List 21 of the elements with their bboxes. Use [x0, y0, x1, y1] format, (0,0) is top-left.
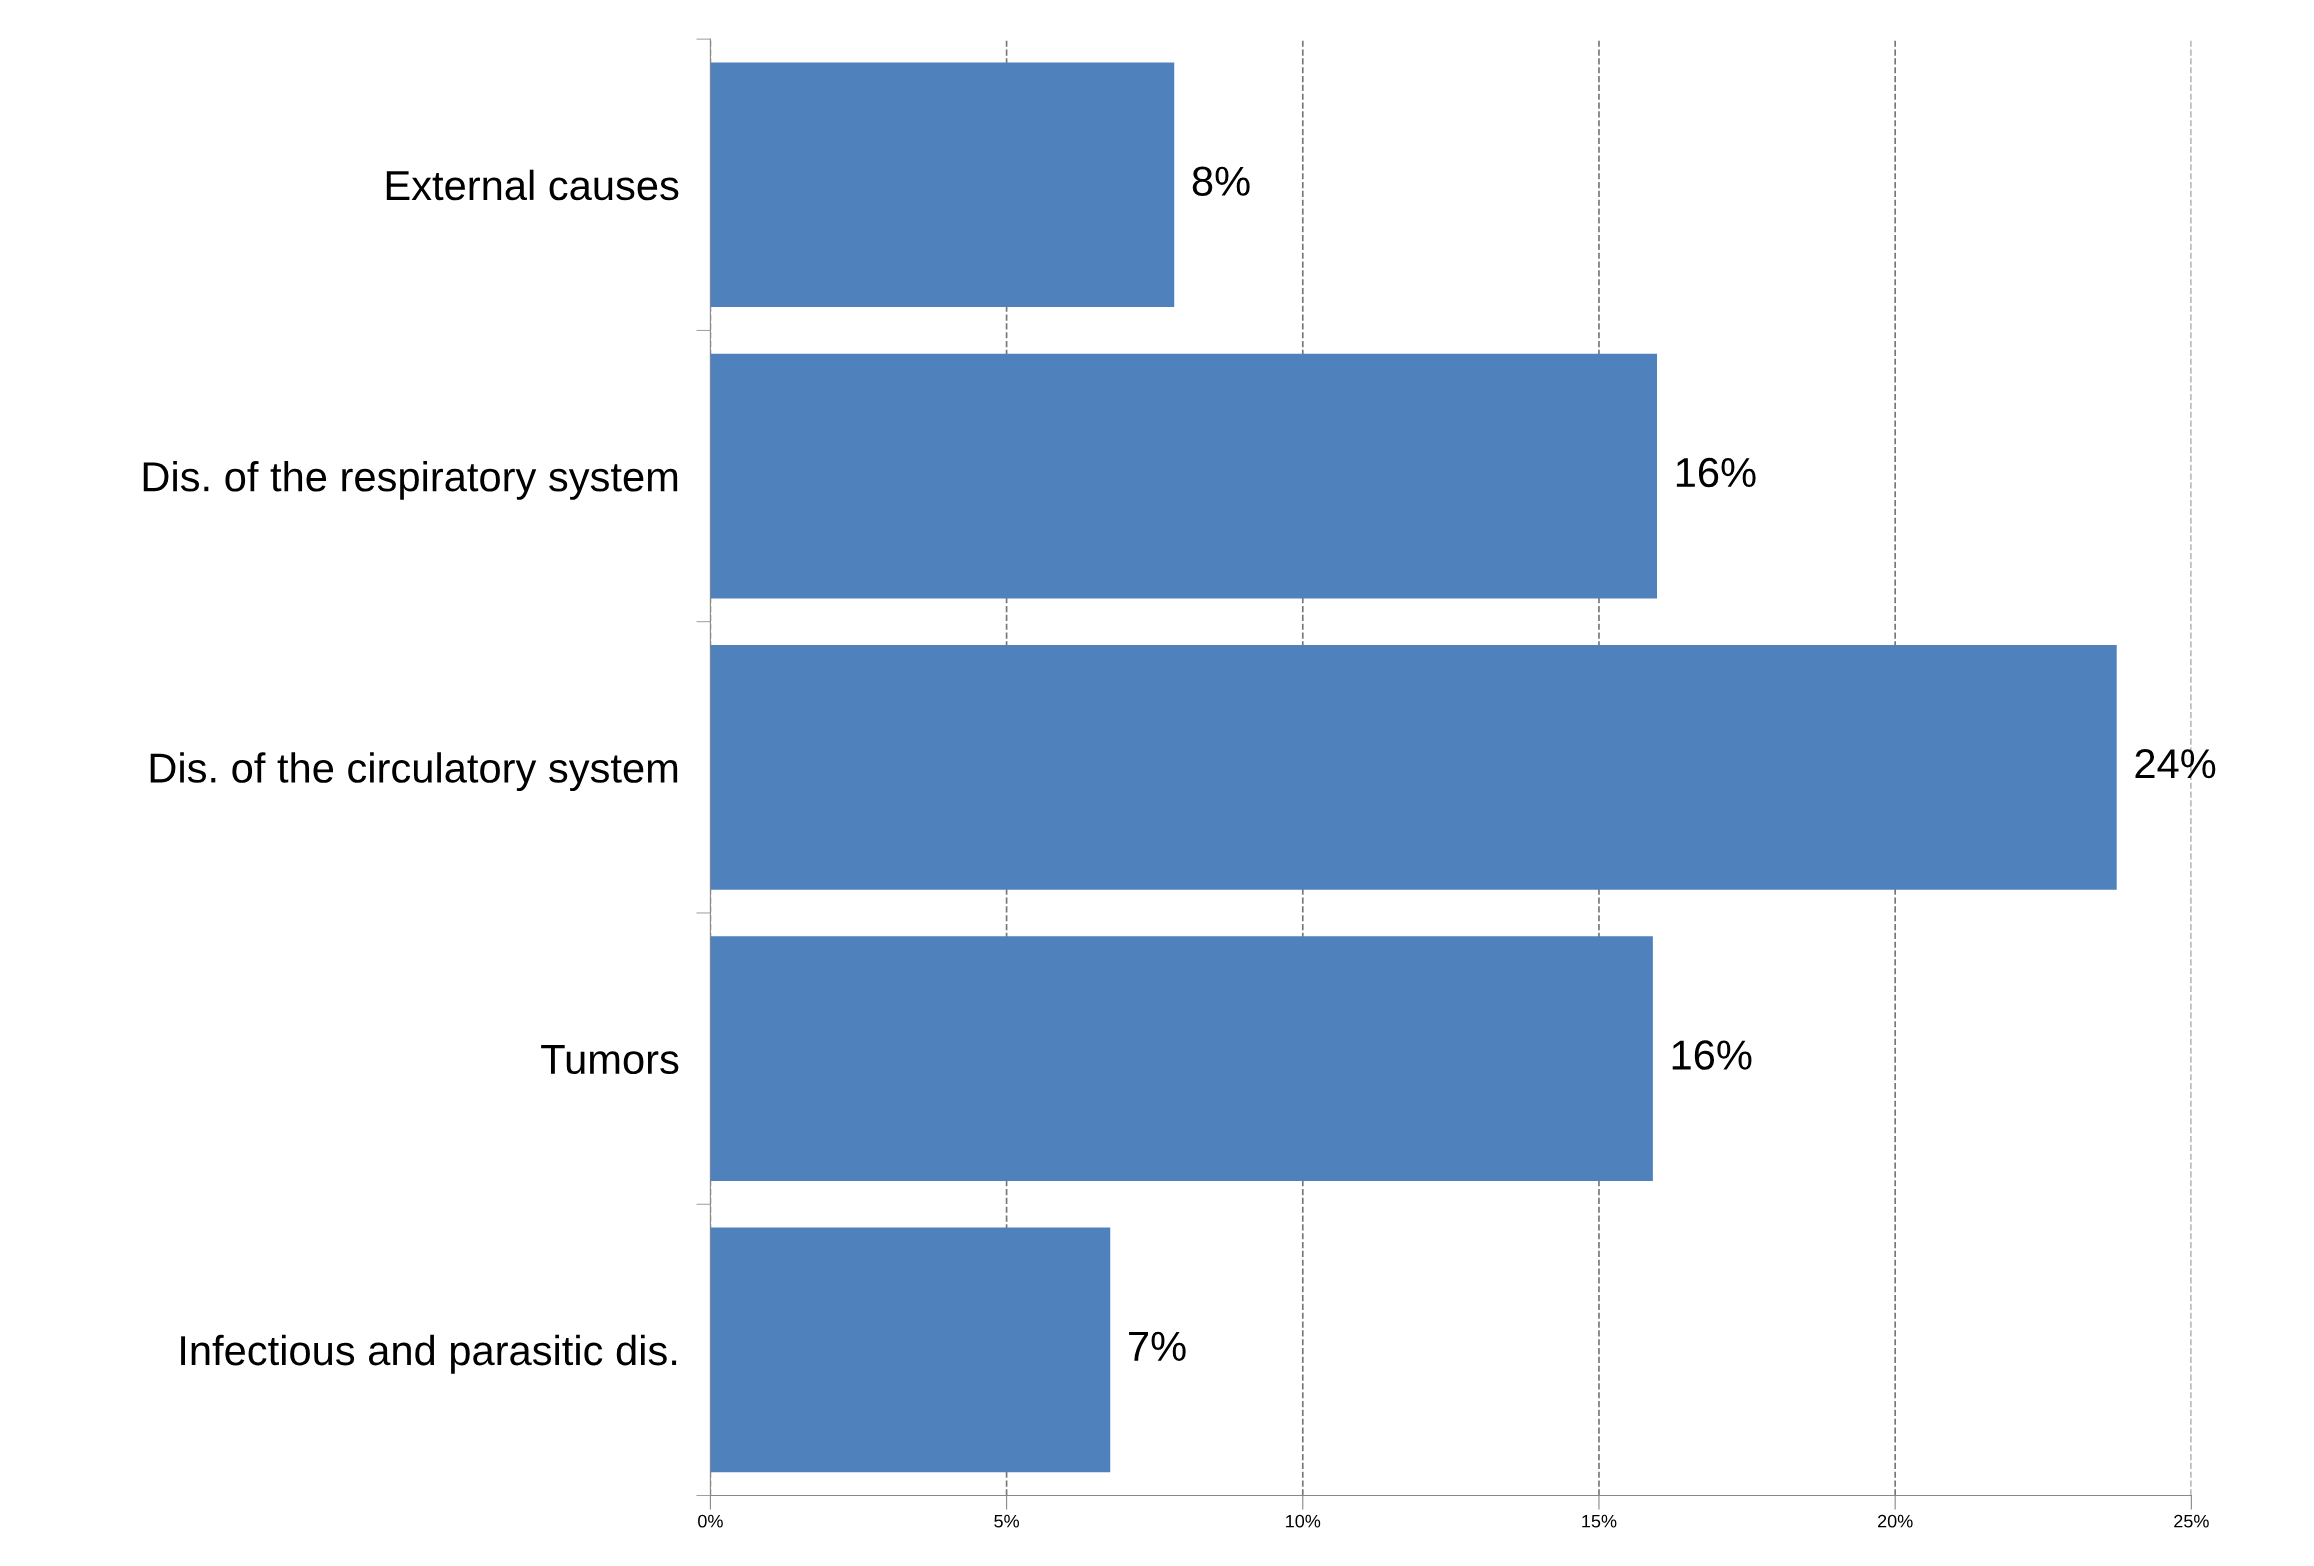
x-tick-label: 25%	[2174, 1514, 2209, 1528]
data-label: 7%	[1129, 1331, 1186, 1361]
x-tick-label: 15%	[1582, 1514, 1617, 1528]
x-tick-label: 5%	[994, 1514, 1019, 1528]
bar	[710, 936, 1653, 1181]
bar	[710, 1227, 1111, 1473]
y-tick-label: Tumors	[541, 1045, 679, 1075]
y-tick-label: Infectious and parasitic dis.	[181, 1334, 677, 1374]
bar	[710, 62, 1175, 308]
data-label: 16%	[1672, 1040, 1752, 1070]
y-tick-label: Dis. of the circulatory system	[150, 752, 678, 792]
bar	[710, 353, 1658, 599]
bar	[710, 645, 2117, 890]
data-label: 16%	[1676, 457, 1756, 488]
y-tick-label: Dis. of the respiratory system	[143, 460, 678, 500]
data-label: 24%	[2135, 749, 2216, 779]
data-label: 8%	[1192, 166, 1250, 196]
x-tick-label: 0%	[698, 1514, 723, 1528]
y-tick-label: External causes	[386, 169, 679, 201]
x-tick-label: 10%	[1286, 1514, 1321, 1528]
x-tick-label: 20%	[1878, 1514, 1913, 1528]
